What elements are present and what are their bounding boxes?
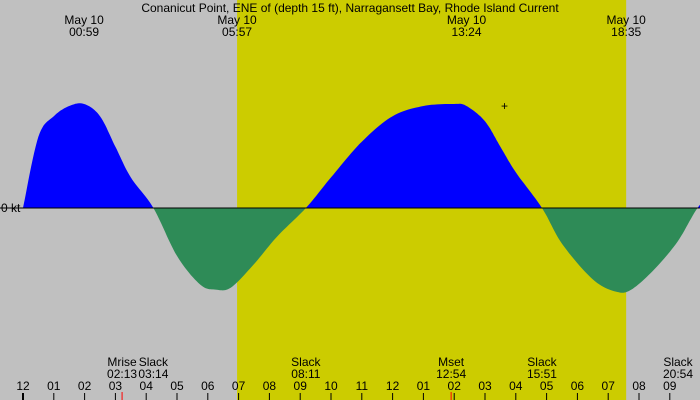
top-event-date-3: May 10 bbox=[606, 13, 646, 27]
flood-area-2 bbox=[305, 103, 542, 208]
x-tick-label-22: 09 bbox=[663, 379, 677, 393]
bottom-event-label-4: Slack bbox=[527, 355, 557, 369]
current-areas bbox=[23, 103, 700, 293]
flood-area-0 bbox=[23, 103, 154, 208]
x-tick-label-15: 02 bbox=[448, 379, 462, 393]
bottom-event-label-1: Slack bbox=[139, 355, 169, 369]
bottom-event-label-3: Mset bbox=[438, 355, 465, 369]
top-event-date-2: May 10 bbox=[447, 13, 487, 27]
x-tick-label-8: 07 bbox=[232, 379, 246, 393]
x-tick-label-18: 05 bbox=[540, 379, 554, 393]
x-tick-label-16: 03 bbox=[478, 379, 492, 393]
zero-label: 0 kt bbox=[1, 201, 21, 215]
top-event-date-1: May 10 bbox=[217, 13, 257, 27]
ebb-area-3 bbox=[542, 208, 698, 293]
top-event-time-1: 05:57 bbox=[222, 25, 252, 39]
bottom-event-time-4: 15:51 bbox=[527, 367, 557, 381]
x-tick-label-10: 09 bbox=[294, 379, 308, 393]
x-tick-label-19: 06 bbox=[571, 379, 585, 393]
flood-area-4 bbox=[697, 204, 700, 208]
top-event-date-0: May 10 bbox=[64, 13, 104, 27]
top-event-time-2: 13:24 bbox=[452, 25, 482, 39]
ebb-area-1 bbox=[153, 208, 306, 291]
x-tick-label-9: 08 bbox=[263, 379, 277, 393]
bottom-event-time-0: 02:13 bbox=[107, 367, 137, 381]
bottom-event-label-2: Slack bbox=[291, 355, 321, 369]
x-tick-label-5: 04 bbox=[140, 379, 154, 393]
top-event-time-3: 18:35 bbox=[611, 25, 641, 39]
x-tick-label-2: 01 bbox=[47, 379, 61, 393]
top-event-time-0: 00:59 bbox=[69, 25, 99, 39]
bottom-event-label-0: Mrise bbox=[107, 355, 137, 369]
x-tick-label-4: 03 bbox=[109, 379, 123, 393]
x-tick-label-14: 01 bbox=[417, 379, 431, 393]
bottom-event-time-1: 03:14 bbox=[138, 367, 168, 381]
x-tick-label-20: 07 bbox=[602, 379, 616, 393]
x-tick-label-1: 12 bbox=[16, 379, 30, 393]
x-tick-label-6: 05 bbox=[170, 379, 184, 393]
x-tick-label-12: 11 bbox=[356, 379, 369, 393]
x-tick-label-7: 06 bbox=[201, 379, 215, 393]
x-tick-label-3: 02 bbox=[78, 379, 92, 393]
bottom-event-time-2: 08:11 bbox=[291, 367, 320, 381]
x-tick-label-21: 08 bbox=[632, 379, 646, 393]
chart-title: Conanicut Point, ENE of (depth 15 ft), N… bbox=[141, 1, 559, 15]
bottom-event-time-3: 12:54 bbox=[436, 367, 466, 381]
max-flood-marker: + bbox=[501, 99, 508, 113]
bottom-event-label-5: Slack bbox=[663, 355, 693, 369]
x-tick-label-17: 04 bbox=[509, 379, 523, 393]
x-tick-label-11: 10 bbox=[324, 379, 338, 393]
bottom-events: Mrise02:13Slack03:14Slack08:11Mset12:54S… bbox=[107, 355, 694, 400]
x-tick-label-13: 12 bbox=[386, 379, 400, 393]
bottom-event-time-5: 20:54 bbox=[663, 367, 693, 381]
x-axis: 1112010203040506070809101112010203040506… bbox=[16, 379, 677, 400]
